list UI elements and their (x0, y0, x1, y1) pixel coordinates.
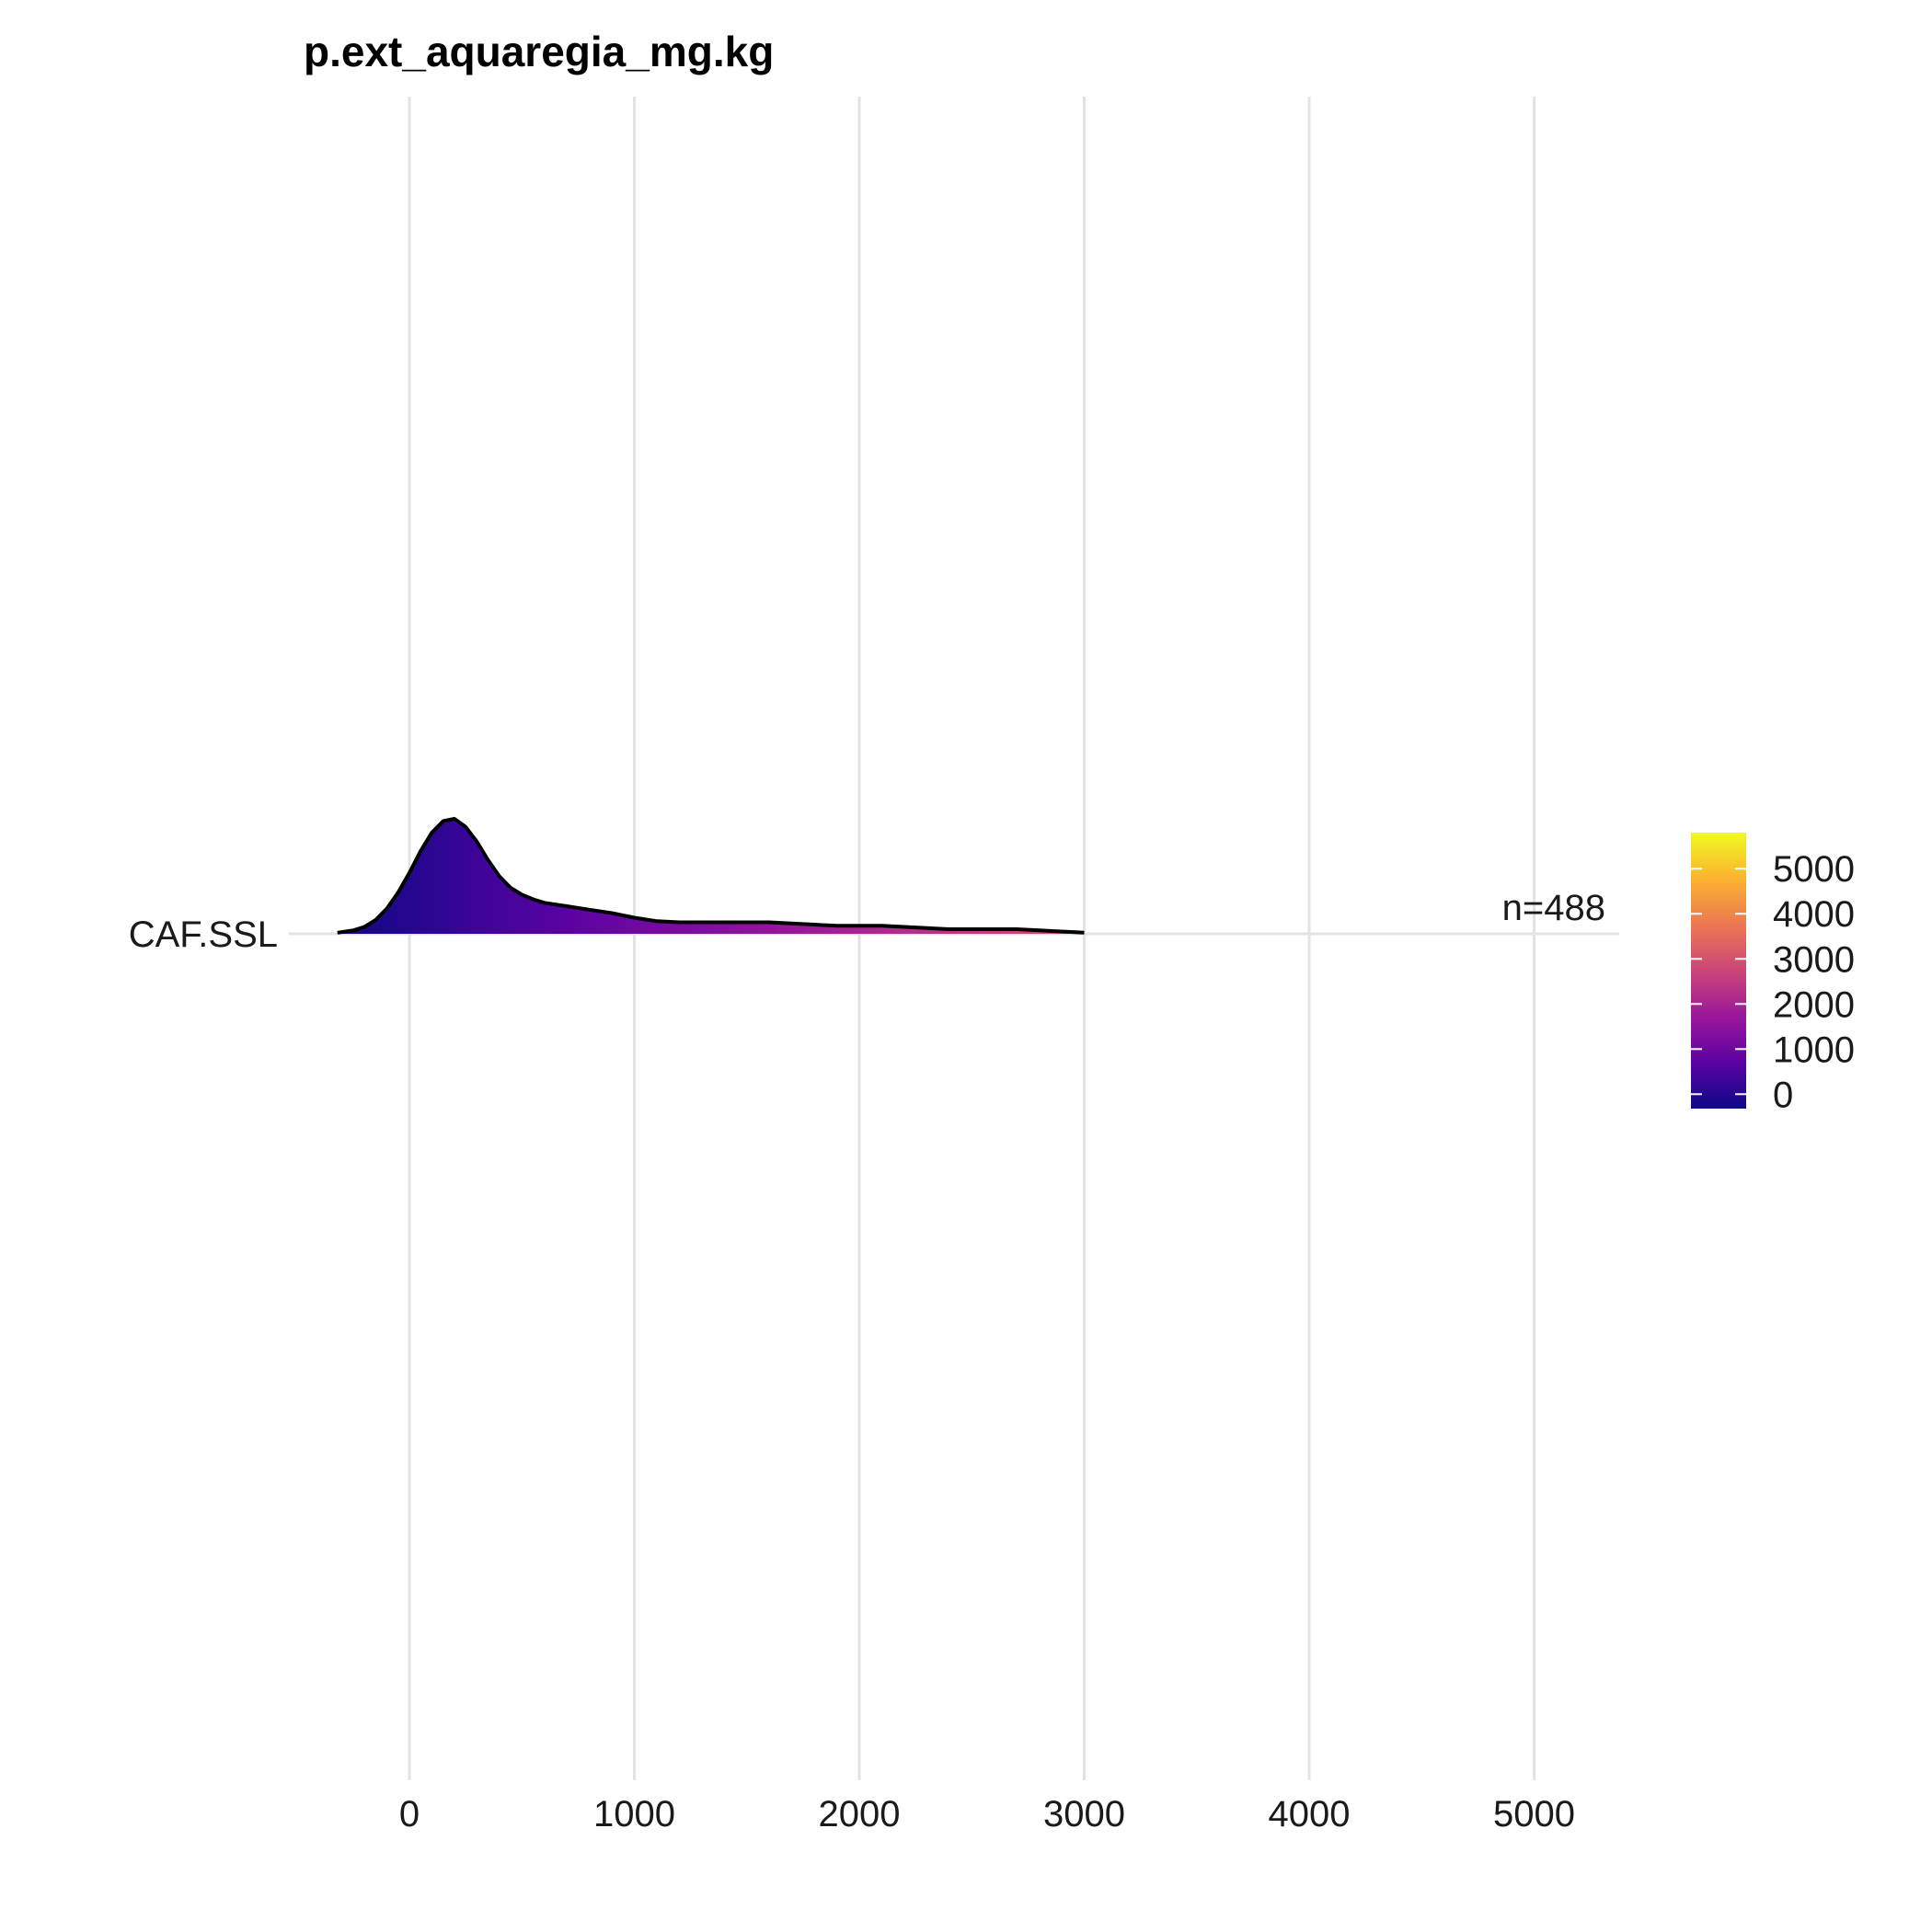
category-label-CAF.SSL: CAF.SSL (129, 914, 278, 955)
legend-tick-label-3000: 3000 (1773, 939, 1855, 980)
legend-tick-label-0: 0 (1773, 1075, 1793, 1115)
x-tick-label-0: 0 (399, 1794, 420, 1834)
x-axis-ticks: 0 1000 2000 3000 4000 5000 (399, 1794, 1575, 1834)
sample-count-annotation: n=488 (1502, 888, 1605, 928)
legend-tick-label-1000: 1000 (1773, 1029, 1855, 1070)
x-tick-label-2000: 2000 (819, 1794, 901, 1834)
legend-tick-label-2000: 2000 (1773, 984, 1855, 1025)
colorbar (1691, 833, 1746, 1109)
ridge-outline-CAF.SSL (337, 817, 1085, 935)
legend-tick-label-5000: 5000 (1773, 849, 1855, 890)
chart-title: p.ext_aquaregia_mg.kg (304, 28, 774, 75)
x-tick-label-3000: 3000 (1043, 1794, 1125, 1834)
ridge-layer (337, 817, 1085, 935)
y-axis-categories: CAF.SSL (129, 914, 278, 955)
ridge-fill-CAF.SSL (337, 819, 1085, 934)
x-tick-label-4000: 4000 (1269, 1794, 1351, 1834)
legend-tick-label-4000: 4000 (1773, 894, 1855, 935)
grid-layer (289, 97, 1619, 1780)
x-tick-label-1000: 1000 (593, 1794, 675, 1834)
x-tick-label-5000: 5000 (1493, 1794, 1575, 1834)
